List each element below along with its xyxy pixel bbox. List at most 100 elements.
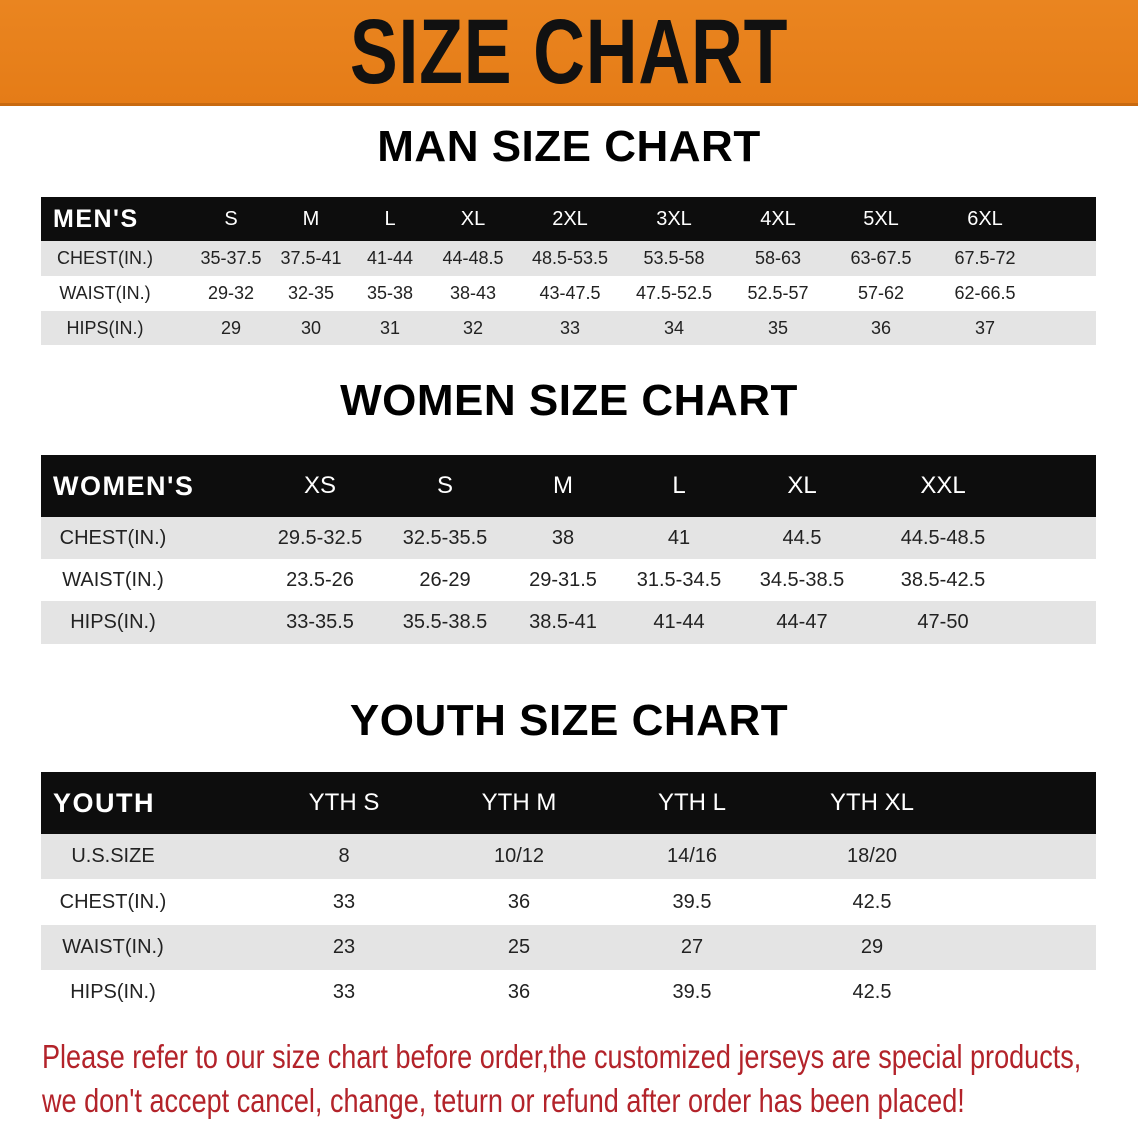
measurement-value: 32 [462,317,484,338]
size-header-cell: L [384,207,396,230]
youth-size-table: YOUTH YTH S YTH M YTH L YTH XL U.S.SIZE 8 10/12… [41,772,1096,1015]
measurement-value: 37 [974,317,996,338]
size-header-cell: 6XL [967,207,1003,230]
measurement-value: 44-47 [776,611,828,633]
size-header-cell: YTH S [308,789,380,816]
measurement-value: 23 [332,936,356,958]
measurement-value: 27 [680,936,704,958]
measurement-value: 30 [300,317,322,338]
table-row: HIPS(IN.) 33-35.5 35.5-38.5 38.5-41 41-44 44-… [41,601,1096,644]
measurement-value: 57-62 [857,283,905,303]
size-header-cell: 4XL [760,207,796,230]
measurement-value: 44.5 [782,526,822,549]
measurement-label: HIPS(IN.) [70,981,156,1003]
measurement-value: 42.5 [852,981,892,1003]
size-header-cell: S [436,472,454,499]
measurement-value: 8 [338,845,350,867]
size-header-cell: L [672,472,686,499]
table-row: WAIST(IN.) 23.5-26 26-29 29-31.5 31.5-34.5 34… [41,559,1096,601]
measurement-value: 39.5 [672,890,712,913]
table-row: CHEST(IN.) 33 36 39.5 42.5 [41,879,1096,925]
table-row: U.S.SIZE 8 10/12 14/16 18/20 [41,834,1096,879]
measurement-value: 52.5-57 [747,283,809,303]
size-header-cell: 2XL [552,207,588,230]
women-size-table: WOMEN'S XS S M L XL XXL CHEST(IN.) 29.5-32.5 32.5… [41,455,1096,644]
measurement-value: 38.5-42.5 [900,568,986,591]
measurement-value: 48.5-53.5 [531,248,609,268]
measurement-value: 34 [663,317,685,338]
measurement-label: CHEST(IN.) [59,890,167,913]
measurement-value: 35.5-38.5 [402,611,488,633]
measurement-label: WAIST(IN.) [62,568,164,591]
size-header-cell: S [224,207,238,230]
measurement-label: WAIST(IN.) [62,936,164,958]
measurement-label: CHEST(IN.) [57,248,153,268]
measurement-value: 41-44 [366,248,414,268]
size-header-cell: 5XL [863,207,899,230]
measurement-value: 38 [551,526,575,549]
size-header-cell: YTH XL [829,789,915,816]
size-header-cell: 3XL [656,207,692,230]
measurement-value: 63-67.5 [850,248,912,268]
women-header-row: WOMEN'S XS S M L XL XXL [41,455,1096,517]
measurement-value: 23.5-26 [286,568,354,591]
measurement-value: 32.5-35.5 [402,526,488,549]
women-header-label: WOMEN'S [53,470,195,501]
measurement-value: 35-37.5 [200,248,262,268]
measurement-value: 44-48.5 [442,248,504,268]
table-row: CHEST(IN.) 35-37.5 37.5-41 41-44 44-48.5 48.5… [41,241,1096,276]
measurement-value: 47.5-52.5 [635,283,713,303]
measurement-value: 29-31.5 [529,568,597,591]
size-header-cell: XL [460,207,486,230]
measurement-value: 36 [507,890,531,913]
measurement-value: 42.5 [852,890,892,913]
table-row: WAIST(IN.) 29-32 32-35 35-38 38-43 43-47.5 47.… [41,276,1096,311]
notice-line-1: Please refer to our size chart before or… [42,1038,1082,1075]
measurement-value: 37.5-41 [280,248,342,268]
men-section-title: MAN SIZE CHART [377,122,761,171]
measurement-value: 26-29 [419,568,471,591]
measurement-label: WAIST(IN.) [59,283,151,303]
measurement-label: CHEST(IN.) [59,526,167,549]
size-header-cell: YTH L [657,789,727,816]
measurement-value: 62-66.5 [954,283,1016,303]
measurement-value: 47-50 [917,611,969,633]
size-header-cell: XXL [920,472,966,499]
youth-section-title: YOUTH SIZE CHART [349,696,789,745]
notice-line-2: we don't accept cancel, change, teturn o… [42,1082,965,1119]
youth-header-label: YOUTH [53,787,155,818]
measurement-value: 31 [379,317,401,338]
measurement-value: 34.5-38.5 [759,568,845,591]
measurement-value: 29.5-32.5 [277,526,363,549]
measurement-value: 32-35 [287,283,335,303]
size-header-cell: M [553,472,573,499]
men-header-label: MEN'S [53,204,139,233]
measurement-value: 38-43 [449,283,497,303]
measurement-value: 25 [507,936,531,958]
measurement-value: 41-44 [653,611,705,633]
measurement-label: HIPS(IN.) [70,611,156,633]
size-header-cell: XL [787,472,817,499]
measurement-value: 38.5-41 [529,611,597,633]
men-size-table: MEN'S S M L XL 2XL 3XL 4XL 5XL 6XL CHEST(IN.) 35-37… [41,197,1096,345]
measurement-value: 41 [667,526,691,549]
youth-header-row: YOUTH YTH S YTH M YTH L YTH XL [41,772,1096,834]
measurement-value: 43-47.5 [539,283,601,303]
size-header-cell: YTH M [481,789,557,816]
table-row: WAIST(IN.) 23 25 27 29 [41,925,1096,970]
measurement-value: 10/12 [493,845,545,867]
table-row: HIPS(IN.) 29 30 31 32 33 34 35 36 37 [41,311,1096,345]
women-section-title: WOMEN SIZE CHART [340,376,798,425]
measurement-value: 36 [870,317,892,338]
table-row: HIPS(IN.) 33 36 39.5 42.5 [41,970,1096,1015]
measurement-value: 29 [860,936,884,958]
measurement-value: 33-35.5 [286,611,354,633]
measurement-value: 33 [559,317,581,338]
measurement-value: 33 [332,981,356,1003]
measurement-value: 29 [220,317,242,338]
measurement-value: 35-38 [366,283,414,303]
measurement-value: 18/20 [846,845,898,867]
measurement-label: HIPS(IN.) [66,317,144,338]
size-header-cell: XS [303,472,337,499]
measurement-value: 33 [332,890,356,913]
